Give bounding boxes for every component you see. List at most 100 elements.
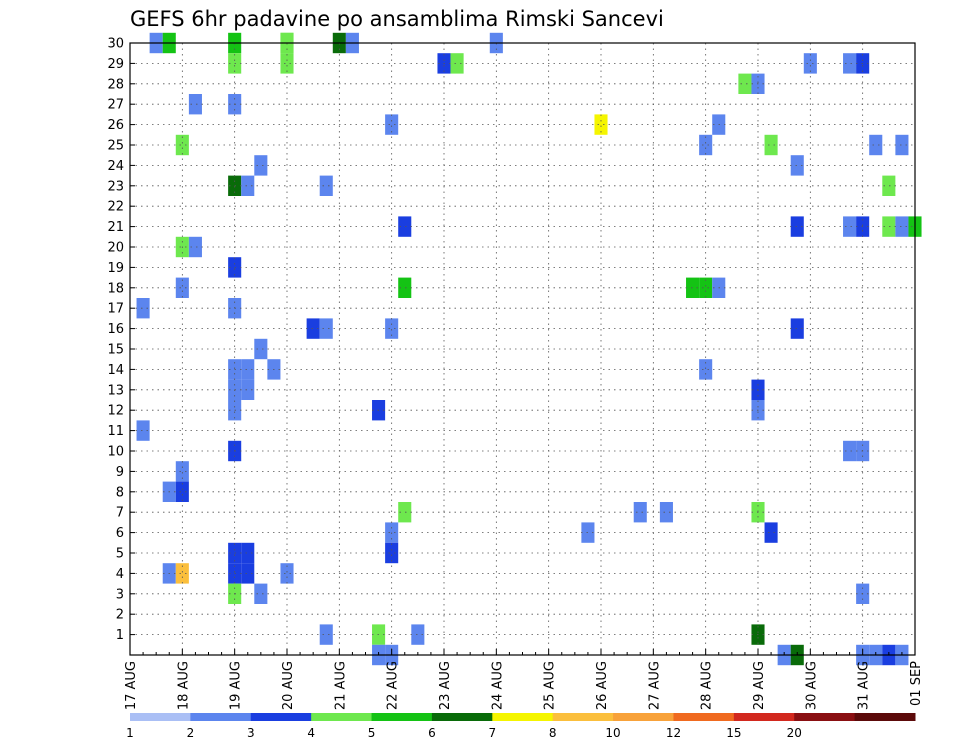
precip-cell: [738, 73, 752, 94]
colorbar-label: 4: [307, 726, 315, 740]
precip-cell: [254, 583, 268, 604]
precip-cell: [843, 53, 857, 74]
colorbar: 1 2 3 4 5 6 7 8 10 12 15 20: [126, 713, 916, 740]
colorbar-segment: [371, 713, 433, 721]
precip-cell: [175, 481, 189, 502]
x-tick-label: 18 AUG: [176, 661, 191, 710]
precip-cell: [895, 216, 909, 237]
precip-cell: [411, 624, 425, 645]
precip-cell: [241, 175, 255, 196]
y-tick-label: 18: [107, 281, 124, 296]
precip-cell: [319, 175, 333, 196]
colorbar-segment: [250, 713, 312, 721]
y-tick-label: 8: [116, 485, 124, 500]
precip-cell: [280, 563, 294, 584]
x-tick-label: 20 AUG: [281, 661, 296, 710]
precip-cell: [319, 318, 333, 339]
cells-layer: [136, 32, 922, 666]
x-tick-label: 24 AUG: [490, 661, 505, 710]
precip-cell: [882, 175, 896, 196]
y-tick-label: 12: [107, 404, 124, 419]
y-tick-label: 11: [107, 424, 124, 439]
colorbar-label: 15: [726, 726, 741, 740]
y-tick-label: 29: [107, 57, 124, 72]
precip-cell: [803, 53, 817, 74]
colorbar-segment: [673, 713, 735, 721]
colorbar-segment: [311, 713, 373, 721]
y-tick-label: 15: [107, 343, 124, 358]
y-tick-label: 25: [107, 139, 124, 154]
x-tick-label: 26 AUG: [595, 661, 610, 710]
colorbar-segment: [794, 713, 856, 721]
precip-cell: [699, 134, 713, 156]
precip-cell: [843, 440, 857, 462]
colorbar-label: 12: [666, 726, 681, 740]
precip-cell: [241, 563, 255, 584]
y-tick-label: 4: [116, 567, 124, 582]
y-tick-label: 20: [107, 241, 124, 256]
precip-cell: [869, 134, 883, 156]
colorbar-segment: [190, 713, 252, 721]
precip-cell: [450, 53, 464, 74]
precip-cell: [136, 298, 150, 319]
x-tick-label: 17 AUG: [124, 661, 139, 710]
precip-cell: [790, 155, 804, 176]
y-tick-label: 2: [116, 608, 124, 623]
precip-cell: [790, 318, 804, 339]
y-tick-label: 22: [107, 200, 124, 215]
y-tick-label: 21: [107, 220, 124, 235]
precip-cell: [843, 216, 857, 237]
y-axis: 1234567891011121314151617181920212223242…: [107, 37, 135, 643]
precip-cell: [241, 542, 255, 564]
precip-cell: [385, 542, 399, 564]
precip-cell: [188, 94, 202, 115]
precip-cell: [385, 114, 399, 135]
colorbar-label: 20: [787, 726, 802, 740]
y-tick-label: 5: [116, 547, 124, 562]
precip-cell: [764, 134, 778, 156]
colorbar-segment: [854, 713, 916, 721]
precip-cell: [306, 318, 320, 339]
colorbar-label: 10: [605, 726, 620, 740]
colorbar-segment: [130, 713, 191, 721]
y-tick-label: 10: [107, 445, 124, 460]
x-tick-label: 27 AUG: [647, 661, 662, 710]
colorbar-label: 7: [488, 726, 496, 740]
y-tick-label: 9: [116, 465, 124, 480]
precip-cell: [188, 236, 202, 258]
precip-cell: [633, 502, 647, 523]
x-tick-label: 23 AUG: [438, 661, 453, 710]
x-tick-label: 29 AUG: [752, 661, 767, 710]
precip-cell: [699, 359, 713, 380]
x-tick-label: 19 AUG: [229, 661, 244, 710]
precip-cell: [699, 277, 713, 298]
precip-cell: [790, 216, 804, 237]
colorbar-label: 5: [368, 726, 376, 740]
chart-title: GEFS 6hr padavine po ansamblima Rimski S…: [130, 7, 664, 31]
precip-cell: [882, 216, 896, 237]
colorbar-segment: [613, 713, 674, 721]
precip-cell: [895, 134, 909, 156]
precip-cell: [254, 338, 268, 360]
precip-cell: [175, 461, 189, 482]
colorbar-segment: [733, 713, 795, 721]
y-tick-label: 6: [116, 526, 124, 541]
precip-cell: [686, 277, 700, 298]
precip-cell: [254, 155, 268, 176]
colorbar-label: 3: [247, 726, 255, 740]
y-tick-label: 14: [107, 363, 124, 378]
precip-cell: [659, 502, 673, 523]
colorbar-label: 1: [126, 726, 134, 740]
precip-cell: [385, 318, 399, 339]
x-tick-label: 31 AUG: [857, 661, 872, 710]
colorbar-segment: [552, 713, 614, 721]
precip-cell: [398, 277, 412, 298]
y-tick-label: 23: [107, 179, 124, 194]
precip-cell: [764, 522, 778, 543]
y-tick-label: 1: [116, 628, 124, 643]
x-tick-label: 30 AUG: [804, 661, 819, 710]
x-tick-label: 01 SEP: [909, 661, 924, 706]
colorbar-label: 6: [428, 726, 436, 740]
colorbar-segment: [431, 713, 493, 721]
